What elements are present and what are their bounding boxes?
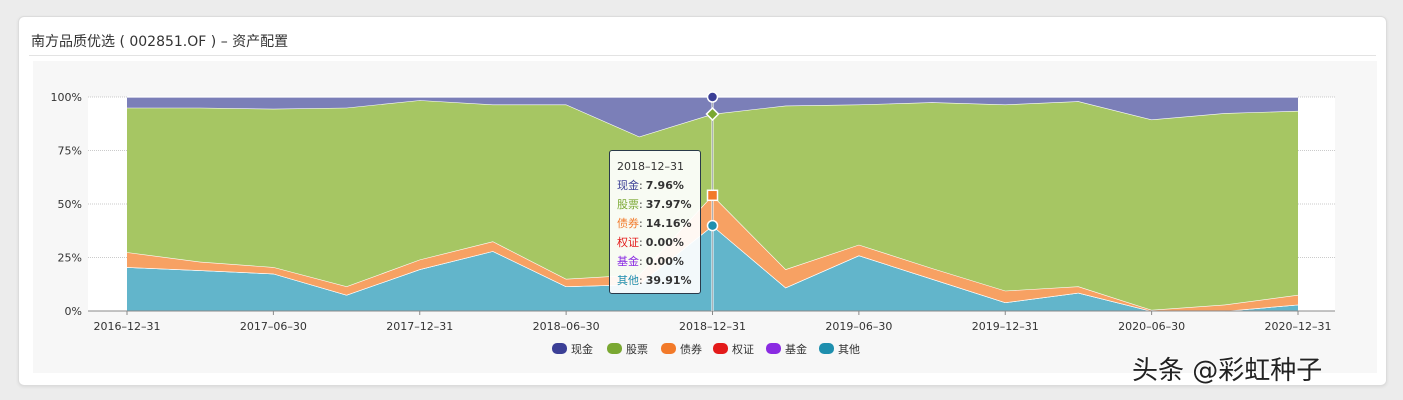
tooltip-label-warrant: 权证 (617, 236, 639, 249)
tooltip-label-bond: 债券 (617, 217, 639, 230)
legend-swatch (607, 343, 622, 354)
tooltip-label-other: 其他 (617, 274, 639, 287)
tooltip-label-cash: 现金 (617, 179, 639, 192)
tooltip-row-cash: 现金: 7.96% (617, 176, 693, 195)
tooltip-label-stock: 股票 (617, 198, 639, 211)
legend-item-其他[interactable]: 其他 (819, 343, 860, 356)
tooltip-value-stock: 37.97% (645, 198, 692, 211)
tooltip-row-bond: 债券: 14.16% (617, 214, 693, 233)
y-tick-label: 75% (58, 145, 82, 158)
tooltip-label-fund: 基金 (617, 255, 639, 268)
y-tick-label: 50% (58, 198, 82, 211)
y-tick-label: 25% (58, 252, 82, 265)
legend-label: 权证 (732, 343, 754, 356)
marker-cash (706, 91, 719, 103)
marker-bond (706, 189, 719, 202)
legend-label: 基金 (785, 342, 807, 356)
marker-stock (705, 106, 720, 122)
legend-label: 债券 (680, 342, 702, 356)
tooltip-row-stock: 股票: 37.97% (617, 195, 693, 214)
legend-item-债券[interactable]: 债券 (661, 342, 702, 356)
tooltip-row-warrant: 权证: 0.00% (617, 233, 693, 252)
x-tick-label: 2016–12–31 (94, 320, 161, 333)
tooltip-value-fund: 0.00% (645, 255, 684, 268)
tooltip-row-other: 其他: 39.91% (617, 271, 693, 290)
y-tick-label: 100% (51, 91, 82, 104)
x-tick-label: 2018–12–31 (679, 320, 746, 333)
x-tick-label: 2017–06–30 (240, 320, 307, 333)
chart-tooltip: 2018–12–31 现金: 7.96% 股票: 37.97% 债券: 14.16% … (609, 150, 701, 294)
area-股票 (127, 100, 1298, 310)
legend-swatch (661, 343, 676, 354)
tooltip-value-cash: 7.96% (645, 179, 684, 192)
x-tick-label: 2017–12–31 (386, 320, 453, 333)
tooltip-value-other: 39.91% (645, 274, 692, 287)
legend-label: 股票 (626, 343, 648, 356)
legend-item-股票[interactable]: 股票 (607, 343, 648, 356)
tooltip-date: 2018–12–31 (617, 160, 684, 173)
legend-swatch (552, 343, 567, 354)
legend-item-现金[interactable]: 现金 (552, 342, 593, 356)
legend-label: 现金 (571, 342, 593, 356)
x-tick-label: 2019–12–31 (972, 320, 1039, 333)
x-tick-label: 2018–06–30 (533, 320, 600, 333)
legend-label: 其他 (838, 343, 860, 356)
tooltip-value-bond: 14.16% (645, 217, 692, 230)
marker-other (706, 219, 719, 232)
legend-swatch (819, 343, 834, 354)
x-tick-label: 2019–06–30 (825, 320, 892, 333)
x-tick-label: 2020–06–30 (1118, 320, 1185, 333)
legend-swatch (713, 343, 728, 354)
legend-swatch (766, 343, 781, 354)
tooltip-row-fund: 基金: 0.00% (617, 252, 693, 271)
legend-item-基金[interactable]: 基金 (766, 342, 807, 356)
y-tick-label: 0% (65, 305, 82, 318)
x-tick-label: 2020–12–31 (1265, 320, 1332, 333)
card-title: 南方品质优选 ( 002851.OF ) – 资产配置 (31, 34, 289, 50)
watermark-text: 头条 @彩虹种子 (1132, 356, 1323, 386)
title-divider (29, 55, 1376, 56)
tooltip-value-warrant: 0.00% (645, 236, 684, 249)
legend-item-权证[interactable]: 权证 (713, 343, 754, 356)
